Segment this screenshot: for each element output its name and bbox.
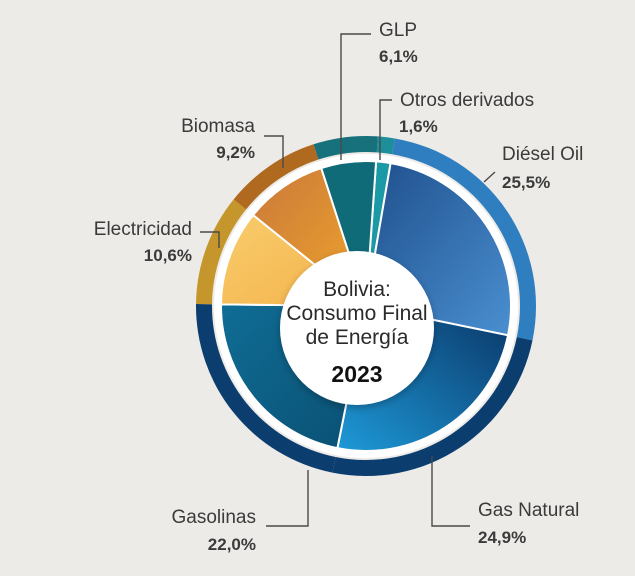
- leader-biomasa: [264, 135, 284, 168]
- leader-electricidad: [200, 231, 220, 248]
- label-biomasa: Biomasa: [181, 116, 255, 137]
- chart-year: 2023: [331, 361, 382, 387]
- leader-glp: [340, 33, 371, 160]
- value-gasolinas: 22,0%: [208, 535, 256, 554]
- label-gas-natural: Gas Natural: [478, 500, 579, 521]
- label-glp: GLP: [379, 20, 417, 41]
- leader-gas-natural: [431, 456, 470, 527]
- ring-segment-gasolinas: [196, 304, 336, 473]
- chart-title-line-2: Consumo Final: [286, 302, 427, 325]
- leader-di-sel-oil: [483, 171, 496, 183]
- value-electricidad: 10,6%: [144, 246, 192, 265]
- ring-segment-di-sel-oil: [392, 138, 536, 341]
- value-di-sel-oil: 25,5%: [502, 173, 550, 192]
- ring-segment-gas-natural: [332, 337, 533, 477]
- center-circle: [280, 251, 434, 405]
- ring-segment-biomasa: [233, 144, 319, 210]
- ring-segment-otros-derivados: [376, 136, 395, 155]
- label-electricidad: Electricidad: [94, 219, 192, 240]
- leader-otros-derivados: [379, 99, 392, 160]
- label-di-sel-oil: Diésel Oil: [502, 144, 583, 165]
- label-otros-derivados: Otros derivados: [400, 90, 534, 111]
- chart-title-line-1: Bolivia:: [323, 278, 391, 301]
- outer-ring: [196, 136, 536, 477]
- leader-gasolinas: [266, 470, 309, 527]
- label-gasolinas: Gasolinas: [172, 507, 257, 528]
- leader-lines: [200, 33, 496, 527]
- ring-segment-electricidad: [196, 199, 247, 305]
- slice-labels: Otros derivados 1,6% Diésel Oil 25,5% Gas Na…: [94, 20, 584, 554]
- chart-title-line-3: de Energía: [306, 326, 409, 349]
- value-glp: 6,1%: [379, 47, 418, 66]
- value-otros-derivados: 1,6%: [399, 117, 438, 136]
- ring-segment-glp: [313, 136, 378, 160]
- value-biomasa: 9,2%: [216, 143, 255, 162]
- value-gas-natural: 24,9%: [478, 528, 526, 547]
